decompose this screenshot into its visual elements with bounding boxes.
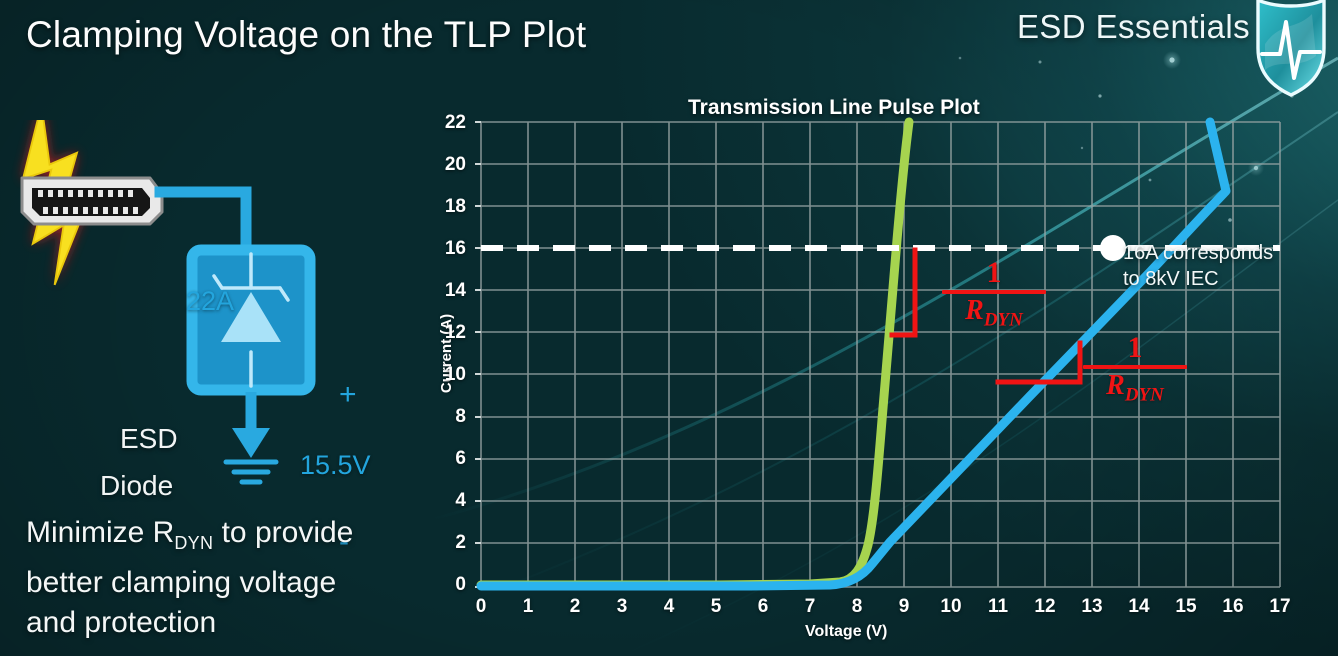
circuit-wiring (154, 186, 252, 258)
x-tick-8: 8 (851, 596, 863, 617)
diode-triangle (221, 292, 281, 342)
note-line3: and protection (26, 606, 217, 639)
r-subscript-blue: DYN (1124, 384, 1164, 406)
x-tick-14: 14 (1128, 596, 1150, 617)
note-line1-part2: to provide (213, 516, 354, 549)
x-tick-6: 6 (757, 596, 769, 617)
x-tick-13: 13 (1081, 596, 1103, 617)
slope-denominator-blue: RDYN (1083, 371, 1187, 411)
y-tick-10: 10 (444, 364, 466, 385)
x-tick-15: 15 (1175, 596, 1197, 617)
device-label-line2: Diode (100, 470, 174, 501)
circuit-svg (20, 120, 316, 485)
tvs-diode-icon (212, 252, 290, 388)
y-tick-18: 18 (444, 196, 466, 217)
device-label-line1: ESD (120, 423, 178, 454)
y-tick-14: 14 (444, 280, 466, 301)
y-tick-22: 22 (444, 112, 466, 133)
current-label: 22A (186, 286, 235, 316)
polarity-minus-label: - (339, 525, 349, 558)
y-tick-6: 6 (455, 448, 466, 469)
plot-area (475, 117, 1281, 591)
ground-symbol-icon (223, 459, 279, 485)
slope-formula-blue: 1 RDYN (1083, 331, 1187, 411)
callout-line1: 16A corresponds (1123, 242, 1274, 264)
x-tick-16: 16 (1222, 596, 1244, 617)
page-title: Clamping Voltage on the TLP Plot (26, 14, 587, 55)
brand-label: ESD Essentials (1016, 8, 1250, 45)
y-tick-0: 0 (455, 574, 466, 595)
series-blue-high-rdyn (476, 117, 1231, 591)
y-tick-2: 2 (455, 532, 466, 553)
chart-title: Transmission Line Pulse Plot (688, 96, 980, 119)
fraction-bar-green (942, 290, 1046, 294)
x-tick-2: 2 (569, 596, 581, 617)
summary-note: Minimize RDYN to provide better clamping … (26, 513, 446, 643)
note-line2: better clamping voltage (26, 566, 337, 599)
ground-arrow (232, 428, 270, 458)
slope-numerator-blue: 1 (1127, 331, 1143, 364)
y-tick-12: 12 (444, 322, 466, 343)
y-tick-20: 20 (444, 154, 466, 175)
x-tick-5: 5 (710, 596, 722, 617)
note-line1-part1: Minimize R (26, 516, 175, 549)
fraction-bar-blue (1083, 365, 1187, 369)
clamping-point-callout: 16A corresponds to 8kV IEC (1123, 240, 1338, 292)
callout-line2: to 8kV IEC (1123, 268, 1219, 290)
x-tick-1: 1 (522, 596, 534, 617)
tlp-chart: Transmission Line Pulse Plot Current (A)… (420, 90, 1338, 656)
x-axis-label: Voltage (V) (805, 623, 888, 640)
series-green-low-rdyn (476, 117, 914, 590)
slope-denominator-green: RDYN (942, 296, 1046, 336)
x-tick-11: 11 (987, 596, 1009, 617)
x-tick-12: 12 (1034, 596, 1056, 617)
x-tick-17: 17 (1269, 596, 1291, 617)
slope-numerator-green: 1 (986, 256, 1002, 289)
esd-circuit-diagram: 22A 15.5V + - ESD Diode (0, 120, 420, 558)
clamp-voltage-label: 15.5V (300, 450, 371, 480)
y-tick-4: 4 (455, 490, 466, 511)
r-symbol-blue: R (1106, 370, 1125, 401)
note-line1-subscript: DYN (174, 533, 214, 553)
hdmi-connector-icon (20, 176, 164, 226)
shield-pulse-icon (1256, 0, 1326, 97)
r-symbol-green: R (965, 295, 984, 326)
polarity-plus-label: + (339, 378, 357, 411)
y-tick-8: 8 (455, 406, 466, 427)
r-subscript-green: DYN (983, 309, 1023, 331)
slope-formula-green: 1 RDYN (942, 256, 1046, 336)
x-tick-9: 9 (898, 596, 910, 617)
slope-annotation-green (889, 247, 918, 338)
slope-annotation-blue (995, 340, 1083, 385)
x-tick-3: 3 (616, 596, 628, 617)
x-tick-0: 0 (475, 596, 487, 617)
x-tick-7: 7 (804, 596, 816, 617)
clamping-point-marker (1100, 235, 1126, 261)
x-tick-10: 10 (940, 596, 962, 617)
axis-tick-marks (475, 121, 481, 588)
y-tick-16: 16 (444, 238, 466, 259)
x-tick-4: 4 (663, 596, 675, 617)
